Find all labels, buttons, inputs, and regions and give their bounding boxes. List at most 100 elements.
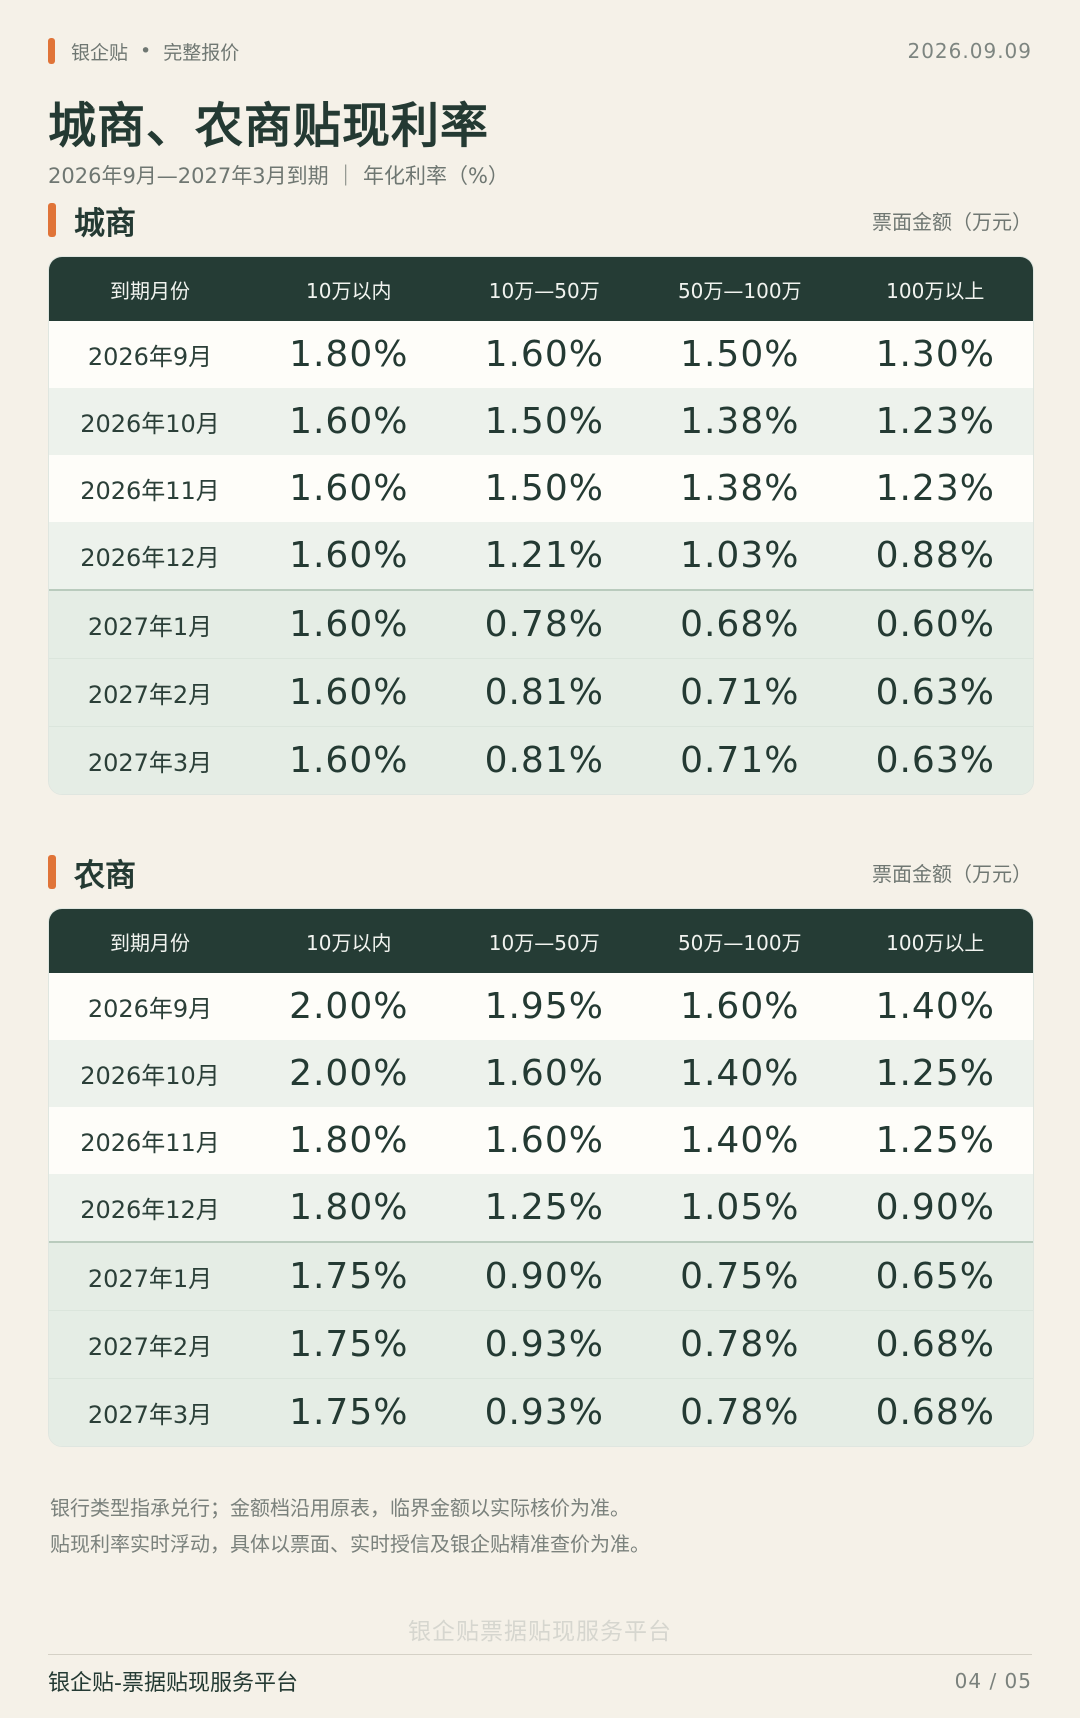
section-header-nongshang: 农商 票面金额（万元）: [48, 852, 1032, 894]
table-row: 2026年10月 2.00% 1.60% 1.40% 1.25%: [49, 1040, 1033, 1107]
rate-cell: 1.25%: [875, 1120, 995, 1161]
table-row: 2026年9月 2.00% 1.95% 1.60% 1.40%: [49, 973, 1033, 1040]
breadcrumb: 银企贴 • 完整报价: [48, 38, 239, 65]
page-number: 04 / 05: [954, 1669, 1032, 1693]
rate-cell: 1.60%: [289, 740, 409, 781]
maturity-month-cell: 2026年10月: [80, 410, 220, 438]
table-row: 2027年1月 1.60% 0.78% 0.68% 0.60%: [49, 589, 1033, 658]
section-header-chengshang: 城商 票面金额（万元）: [48, 200, 1032, 242]
table-row: 2026年11月 1.60% 1.50% 1.38% 1.23%: [49, 455, 1033, 522]
rate-cell: 1.80%: [289, 334, 409, 375]
rate-cell: 1.60%: [289, 535, 409, 576]
maturity-month-cell: 2026年9月: [87, 995, 213, 1023]
maturity-month-cell: 2027年1月: [87, 1265, 213, 1293]
rate-cell: 1.60%: [289, 672, 409, 713]
table-row: 2027年2月 1.60% 0.81% 0.71% 0.63%: [49, 658, 1033, 726]
breadcrumb-brand: 银企贴: [71, 41, 129, 64]
section-title: 农商: [74, 857, 136, 894]
maturity-month-cell: 2026年12月: [80, 1196, 220, 1224]
table-row: 2026年12月 1.80% 1.25% 1.05% 0.90%: [49, 1174, 1033, 1241]
maturity-month-cell: 2027年2月: [87, 681, 213, 709]
rate-cell: 1.60%: [484, 334, 604, 375]
rate-cell: 0.68%: [680, 604, 800, 645]
column-header: 100万以上: [886, 930, 985, 955]
maturity-month-cell: 2026年9月: [87, 343, 213, 371]
breadcrumb-section: 完整报价: [163, 41, 240, 64]
breadcrumb-separator: •: [140, 40, 152, 62]
rate-cell: 1.60%: [484, 1120, 604, 1161]
maturity-month-cell: 2027年3月: [87, 749, 213, 777]
rate-cell: 1.21%: [484, 535, 604, 576]
maturity-month-cell: 2026年11月: [80, 1129, 220, 1157]
rate-cell: 1.60%: [289, 604, 409, 645]
rate-cell: 0.88%: [875, 535, 995, 576]
table-row: 2026年10月 1.60% 1.50% 1.38% 1.23%: [49, 388, 1033, 455]
column-header: 10万—50万: [488, 930, 600, 955]
column-header: 到期月份: [110, 930, 190, 955]
section-marker: [48, 855, 56, 889]
rate-table-chengshang: 到期月份 10万以内 10万—50万 50万—100万 100万以上 2026年…: [48, 256, 1034, 795]
rate-cell: 1.60%: [289, 401, 409, 442]
rate-cell: 0.63%: [875, 672, 995, 713]
rate-cell: 1.95%: [484, 986, 604, 1027]
footnote-line: 贴现利率实时浮动，具体以票面、实时授信及银企贴精准查价为准。: [50, 1532, 650, 1556]
footnote-line: 银行类型指承兑行；金额档沿用原表，临界金额以实际核价为准。: [50, 1496, 630, 1520]
rate-cell: 1.50%: [484, 468, 604, 509]
rate-cell: 1.30%: [875, 334, 995, 375]
maturity-month-cell: 2027年1月: [87, 613, 213, 641]
footer: 银企贴-票据贴现服务平台 04 / 05: [48, 1666, 1032, 1696]
rate-cell: 0.81%: [484, 740, 604, 781]
rate-cell: 1.80%: [289, 1187, 409, 1228]
maturity-month-cell: 2026年10月: [80, 1062, 220, 1090]
rate-cell: 1.38%: [680, 468, 800, 509]
rate-cell: 1.50%: [680, 334, 800, 375]
column-header: 到期月份: [110, 278, 190, 303]
rate-cell: 1.40%: [680, 1053, 800, 1094]
maturity-month-cell: 2027年3月: [87, 1401, 213, 1429]
rate-cell: 0.93%: [484, 1392, 604, 1433]
rate-cell: 0.78%: [484, 604, 604, 645]
column-header: 100万以上: [886, 278, 985, 303]
table-body: 2026年9月 1.80% 1.60% 1.50% 1.30% 2026年10月 1.60%…: [49, 321, 1033, 794]
accent-marker: [48, 38, 55, 64]
table-header: 到期月份 10万以内 10万—50万 50万—100万 100万以上: [49, 257, 1033, 321]
report-date: 2026.09.09: [907, 39, 1032, 63]
footer-brand: 银企贴-票据贴现服务平台: [48, 1671, 298, 1696]
rate-cell: 0.90%: [484, 1256, 604, 1297]
page-subtitle: 2026年9月—2027年3月到期 ｜ 年化利率（%）: [48, 164, 509, 188]
rate-cell: 0.68%: [875, 1392, 995, 1433]
top-bar: 银企贴 • 完整报价 2026.09.09: [48, 36, 1032, 66]
section-marker: [48, 203, 56, 237]
rate-cell: 0.90%: [875, 1187, 995, 1228]
column-header: 10万以内: [306, 278, 392, 303]
section-unit: 票面金额（万元）: [872, 861, 1032, 886]
rate-cell: 0.68%: [875, 1324, 995, 1365]
section-unit: 票面金额（万元）: [872, 209, 1032, 234]
rate-cell: 1.80%: [289, 1120, 409, 1161]
table-row: 2027年3月 1.60% 0.81% 0.71% 0.63%: [49, 726, 1033, 794]
rate-cell: 1.38%: [680, 401, 800, 442]
rate-cell: 2.00%: [289, 1053, 409, 1094]
maturity-month-cell: 2027年2月: [87, 1333, 213, 1361]
rate-cell: 1.05%: [680, 1187, 800, 1228]
watermark: 银企贴票据贴现服务平台: [408, 1619, 672, 1645]
rate-cell: 0.71%: [680, 740, 800, 781]
table-row: 2027年3月 1.75% 0.93% 0.78% 0.68%: [49, 1378, 1033, 1446]
rate-cell: 0.78%: [680, 1324, 800, 1365]
rate-cell: 1.25%: [484, 1187, 604, 1228]
rate-cell: 2.00%: [289, 986, 409, 1027]
footer-divider: [48, 1654, 1032, 1655]
rate-cell: 1.25%: [875, 1053, 995, 1094]
table-row: 2026年12月 1.60% 1.21% 1.03% 0.88%: [49, 522, 1033, 589]
rate-cell: 0.63%: [875, 740, 995, 781]
rate-cell: 1.75%: [289, 1392, 409, 1433]
maturity-month-cell: 2026年12月: [80, 544, 220, 572]
rate-cell: 1.40%: [875, 986, 995, 1027]
table-row: 2027年1月 1.75% 0.90% 0.75% 0.65%: [49, 1241, 1033, 1310]
rate-cell: 1.75%: [289, 1256, 409, 1297]
table-body: 2026年9月 2.00% 1.95% 1.60% 1.40% 2026年10月 2.00%…: [49, 973, 1033, 1446]
rate-cell: 1.23%: [875, 468, 995, 509]
column-header: 10万以内: [306, 930, 392, 955]
rate-cell: 0.81%: [484, 672, 604, 713]
rate-cell: 0.78%: [680, 1392, 800, 1433]
